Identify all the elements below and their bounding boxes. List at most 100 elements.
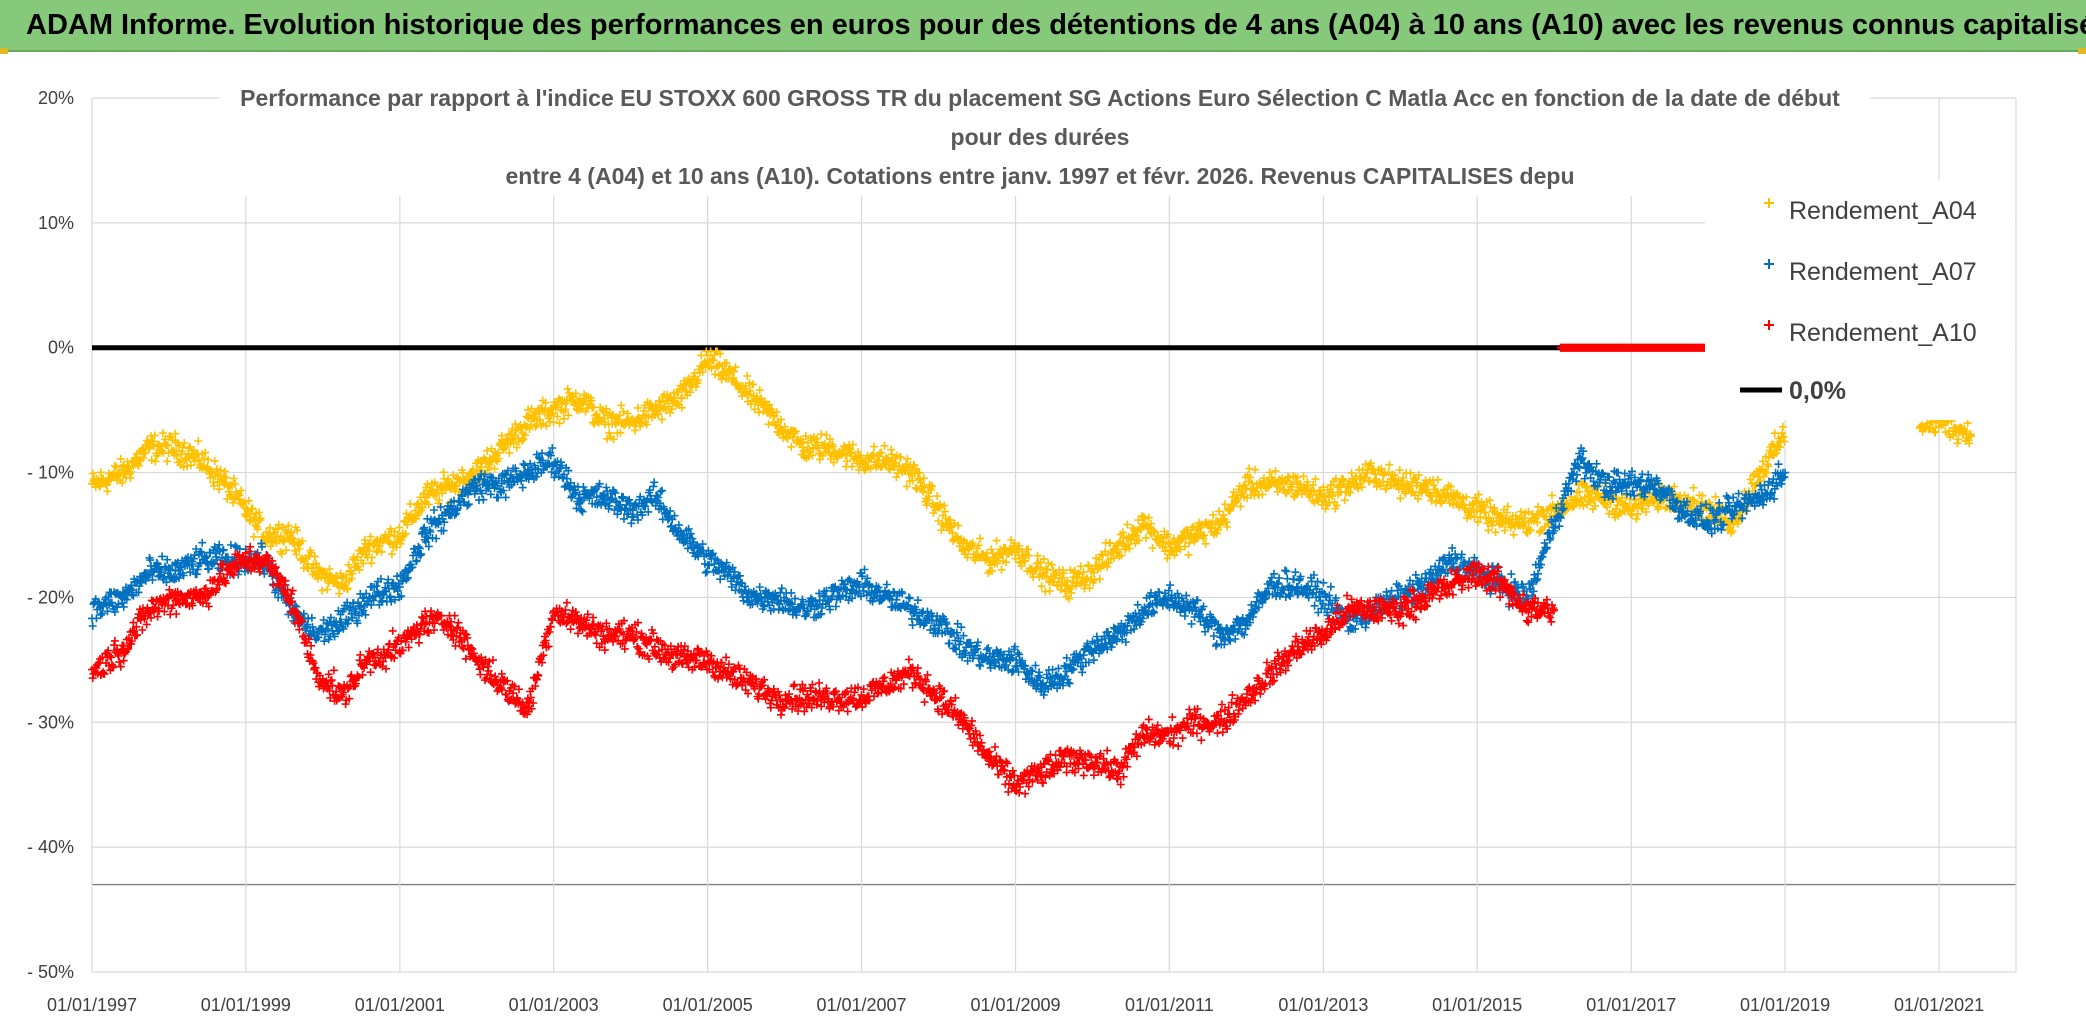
point-rendement_a04-1243	[993, 559, 1002, 568]
point-rendement_a04-308	[312, 559, 321, 568]
point-rendement_a04-1691	[1318, 497, 1327, 506]
point-rendement_a04-1578	[1236, 502, 1245, 511]
point-rendement_a04-882	[730, 367, 738, 376]
point-rendement_a04-183	[221, 467, 230, 476]
point-rendement_a04-261	[277, 549, 286, 558]
point-rendement_a04-1403	[1109, 554, 1118, 563]
point-rendement_a04-1823	[1414, 471, 1423, 480]
point-rendement_a04-1502	[1181, 534, 1190, 543]
point-rendement_a04-1626	[1271, 467, 1280, 475]
point-rendement_a04-430	[401, 529, 410, 538]
point-rendement_a04-70	[139, 454, 147, 462]
point-rendement_a04-1068	[866, 464, 875, 473]
point-rendement_a04-352	[344, 560, 353, 569]
point-rendement_a04-1394	[1103, 562, 1112, 571]
point-rendement_a04-323	[323, 585, 332, 594]
point-rendement_a04-197	[231, 480, 240, 488]
point-rendement_a04-1908	[1476, 513, 1485, 522]
point-rendement_a04-160	[204, 455, 213, 464]
point-rendement_a04-1919	[1484, 526, 1493, 535]
point-rendement_a04-1438	[1135, 536, 1144, 545]
point-rendement_a04-127	[180, 439, 189, 447]
point-rendement_a04-594	[520, 431, 529, 440]
point-rendement_a04-1119	[903, 454, 912, 463]
point-rendement_a04-558	[494, 454, 503, 463]
point-rendement_a04-1547	[1214, 525, 1223, 534]
point-rendement_a04-1918	[1483, 519, 1492, 528]
point-rendement_a04-686	[587, 396, 596, 405]
point-rendement_a07-1639	[1281, 566, 1289, 575]
point-rendement_a04-839	[698, 368, 707, 376]
point-rendement_a07-2319	[1774, 460, 1783, 469]
point-rendement_a04-2288	[1752, 480, 1761, 489]
point-rendement_a04-783	[658, 415, 666, 424]
point-rendement_a10-37	[115, 658, 124, 667]
point-rendement_a04-169	[210, 457, 219, 466]
point-rendement_a04-156	[201, 448, 210, 457]
point-rendement_a04-762	[642, 420, 651, 429]
point-rendement_a04-1033	[840, 443, 849, 452]
point-rendement_a04-1765	[1372, 475, 1381, 483]
point-rendement_a04-1342	[1065, 594, 1073, 603]
point-rendement_a07-152	[198, 538, 207, 547]
point-rendement_a04-860	[714, 361, 722, 370]
points-layer	[88, 343, 1975, 798]
point-rendement_a04-221	[248, 504, 257, 513]
point-rendement_a04-133	[184, 444, 193, 453]
point-rendement_a04-711	[605, 428, 614, 437]
point-rendement_a04-203	[235, 491, 244, 500]
point-rendement_a04-306	[310, 552, 319, 561]
point-rendement_a04-856	[711, 370, 720, 379]
point-rendement_a04-811	[678, 403, 686, 412]
point-rendement_a04-2314	[1770, 429, 1779, 438]
point-rendement_a04-1101	[890, 463, 899, 471]
point-rendement_a07-591	[518, 483, 527, 492]
point-rendement_a04-603	[526, 420, 535, 429]
point-rendement_a07-947	[777, 584, 786, 593]
point-rendement_a04-1013	[826, 435, 834, 444]
point-rendement_a07-568	[501, 493, 510, 502]
point-rendement_a04-97	[158, 429, 167, 438]
point-rendement_a04-1665	[1299, 472, 1308, 481]
point-rendement_a04-85	[149, 442, 158, 451]
point-rendement_a04-372	[359, 559, 368, 568]
point-rendement_a07-1510	[1187, 619, 1196, 628]
point-rendement_a04-177	[216, 466, 225, 475]
point-rendement_a04-764	[644, 412, 653, 421]
point-rendement_a04-349	[342, 571, 351, 579]
point-rendement_a04-1376	[1089, 568, 1098, 577]
point-rendement_a04-1540	[1209, 511, 1218, 519]
point-rendement_a07-1641	[1282, 567, 1291, 576]
point-rendement_a04-186	[223, 495, 232, 504]
point-rendement_a04-1862	[1443, 491, 1451, 500]
point-rendement_a07-1702	[1326, 582, 1335, 591]
point-rendement_a10-116	[172, 610, 181, 618]
point-rendement_a04-195	[229, 474, 238, 483]
point-rendement_a04-1200	[962, 538, 971, 547]
point-rendement_a04-1681	[1311, 475, 1320, 484]
point-rendement_a04-820	[684, 374, 693, 383]
point-rendement_a04-717	[609, 435, 618, 444]
point-rendement_a04-1362	[1079, 568, 1088, 577]
point-rendement_a04-976	[799, 438, 808, 446]
point-rendement_a07-843	[701, 568, 710, 577]
point-rendement_a04-277	[289, 535, 298, 544]
point-rendement_a04-916	[755, 408, 763, 417]
point-rendement_a04-1783	[1385, 460, 1394, 469]
point-rendement_a04-664	[571, 389, 580, 398]
point-rendement_a04-725	[615, 411, 624, 420]
point-rendement_a04-1235	[987, 545, 996, 554]
point-rendement_a04-1153	[927, 481, 936, 490]
point-rendement_a04-778	[654, 410, 663, 419]
grid-layer	[91, 97, 2017, 973]
point-rendement_a04-1921	[1485, 496, 1494, 505]
point-rendement_a04-917	[755, 386, 764, 395]
point-rendement_a04-257	[274, 520, 283, 529]
point-rendement_a04-1276	[1017, 562, 1026, 571]
point-rendement_a04-1867	[1446, 482, 1455, 491]
point-rendement_a04-380	[365, 546, 374, 555]
point-rendement_a04-782	[657, 398, 666, 407]
point-rendement_a07-2017	[1555, 522, 1564, 531]
point-rendement_a04-1138	[916, 478, 925, 487]
point-rendement_a04-326	[325, 565, 334, 573]
